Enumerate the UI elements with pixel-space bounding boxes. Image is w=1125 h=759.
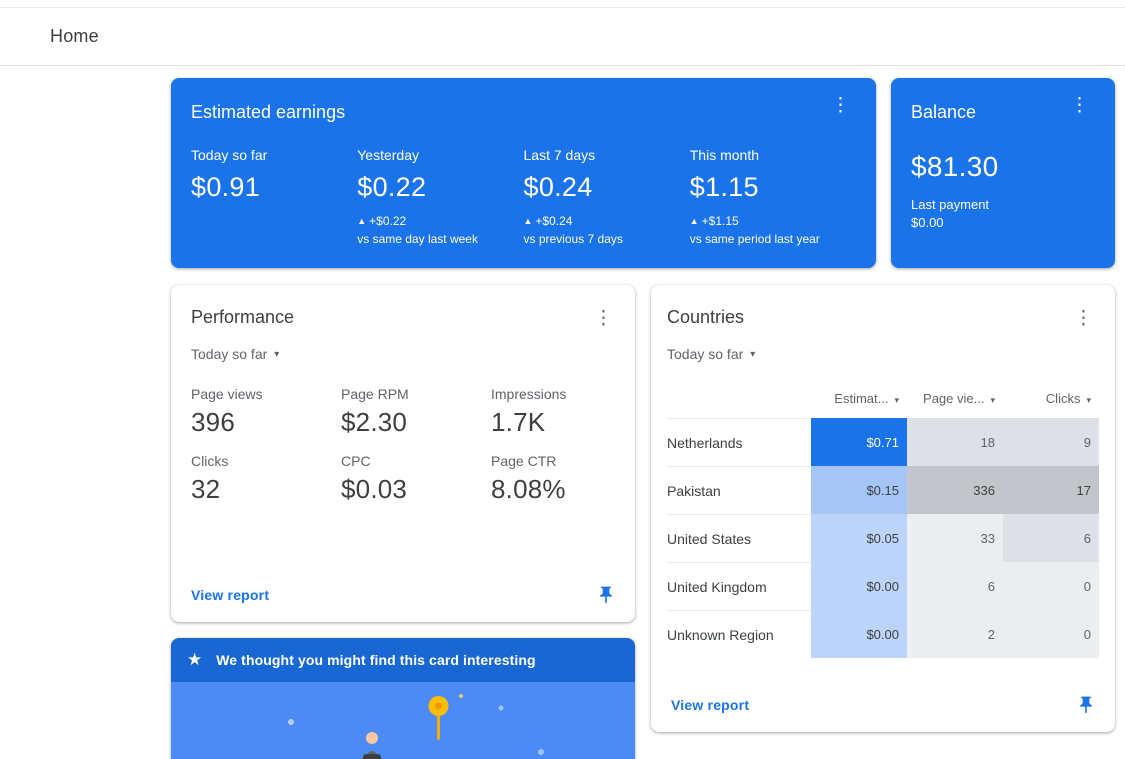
stat-value: $1.15: [689, 172, 759, 202]
page-views-cell: 6: [907, 562, 1003, 610]
column-header-clicks[interactable]: Clicks ▾: [1045, 390, 1091, 406]
stat-label: Last 7 days: [523, 147, 596, 163]
stat-value: $0.22: [357, 172, 427, 202]
countries-title: Countries: [667, 307, 745, 327]
person-illustration: [363, 732, 381, 759]
stat-delta: ▲ +$0.22: [357, 214, 407, 228]
performance-title: Performance: [191, 307, 295, 327]
page-title: Home: [50, 26, 99, 46]
main-content: Estimated earnings ⋮ Today so far $0.91 …: [0, 66, 1125, 759]
stat-label: This month: [689, 147, 759, 163]
sort-caret-icon: ▾: [990, 394, 995, 405]
balance-card: Balance ⋮ $81.30 Last payment $0.00: [891, 78, 1115, 268]
last-payment-value: $0.00: [911, 215, 944, 230]
estimated-earnings-cell: $0.00: [811, 610, 907, 658]
stat-this-month: This month $1.15 ▲ +$1.15 vs same period …: [690, 147, 856, 246]
estimated-earnings-title: Estimated earnings: [191, 102, 346, 122]
card-menu-icon[interactable]: ⋮: [1070, 95, 1089, 116]
countries-table: Estimat... ▾ Page vie... ▾ Clicks ▾ Netherl…: [667, 378, 1099, 658]
country-name: United States: [667, 514, 811, 562]
stat-delta: ▲ +$1.15: [689, 214, 739, 228]
star-icon: ★: [187, 650, 203, 669]
column-header-estimated-earnings[interactable]: Estimat... ▾: [834, 390, 899, 406]
view-report-link[interactable]: View report: [191, 587, 270, 603]
metric-page-rpm: Page RPM $2.30: [341, 386, 409, 437]
dropdown-caret-icon: ▾: [750, 348, 756, 360]
page-views-cell: 336: [907, 466, 1003, 514]
table-row: Unknown Region $0.00 2 0: [667, 610, 1099, 658]
stat-compare: vs previous 7 days: [523, 232, 623, 246]
clicks-cell: 17: [1003, 466, 1099, 514]
dot-decoration: [538, 749, 544, 755]
stat-value: $0.24: [523, 172, 593, 202]
table-row: Pakistan $0.15 336 17: [667, 466, 1099, 514]
estimated-earnings-cell: $0.05: [811, 514, 907, 562]
page-views-cell: 33: [907, 514, 1003, 562]
promo-illustration: [171, 682, 635, 759]
metric-page-ctr: Page CTR 8.08%: [491, 453, 566, 504]
clicks-cell: 0: [1003, 610, 1099, 658]
stat-value: $0.91: [191, 172, 261, 202]
estimated-earnings-card: Estimated earnings ⋮ Today so far $0.91 …: [171, 78, 876, 268]
increase-arrow-icon: ▲: [523, 216, 533, 226]
dot-decoration: [288, 719, 294, 725]
dropdown-caret-icon: ▾: [274, 348, 280, 360]
date-range-selector[interactable]: Today so far ▾: [667, 346, 756, 362]
column-header-page-views[interactable]: Page vie... ▾: [923, 390, 995, 406]
increase-arrow-icon: ▲: [689, 216, 699, 226]
clicks-cell: 6: [1003, 514, 1099, 562]
clicks-cell: 0: [1003, 562, 1099, 610]
estimated-earnings-cell: $0.00: [811, 562, 907, 610]
table-row: United Kingdom $0.00 6 0: [667, 562, 1099, 610]
date-range-selector[interactable]: Today so far ▾: [191, 346, 280, 362]
dot-decoration: [498, 705, 504, 711]
stat-delta: ▲ +$0.24: [523, 214, 573, 228]
pin-icon[interactable]: [595, 584, 617, 606]
sort-caret-icon: ▾: [1086, 394, 1091, 405]
topbar: Home: [0, 8, 1125, 66]
clicks-cell: 9: [1003, 418, 1099, 466]
card-menu-icon[interactable]: ⋮: [594, 308, 613, 329]
metric-clicks: Clicks 32: [191, 453, 229, 504]
stat-compare: vs same day last week: [357, 232, 478, 246]
metric-cpc: CPC $0.03: [341, 453, 408, 504]
estimated-earnings-cell: $0.71: [811, 418, 907, 466]
promo-title: We thought you might find this card inte…: [216, 652, 536, 668]
country-name: Pakistan: [667, 466, 811, 514]
card-menu-icon[interactable]: ⋮: [831, 95, 850, 116]
promo-card[interactable]: ★ We thought you might find this card in…: [171, 638, 635, 759]
pin-icon[interactable]: [1075, 694, 1097, 716]
table-row: United States $0.05 33 6: [667, 514, 1099, 562]
stat-label: Today so far: [191, 147, 268, 163]
metric-impressions: Impressions 1.7K: [491, 386, 567, 437]
balance-amount: $81.30: [911, 151, 999, 182]
increase-arrow-icon: ▲: [357, 216, 367, 226]
sort-caret-icon: ▾: [894, 394, 899, 405]
metric-page-views: Page views 396: [191, 386, 263, 437]
balance-title: Balance: [911, 102, 977, 122]
countries-card: Countries ⋮ Today so far ▾ Estimat... ▾ P…: [651, 285, 1115, 732]
last-payment-label: Last payment: [911, 197, 990, 212]
stat-today: Today so far $0.91: [191, 147, 357, 246]
page-views-cell: 2: [907, 610, 1003, 658]
promo-header: ★ We thought you might find this card in…: [171, 638, 635, 682]
stat-yesterday: Yesterday $0.22 ▲ +$0.22 vs same day last…: [357, 147, 523, 246]
country-name: United Kingdom: [667, 562, 811, 610]
estimated-earnings-cell: $0.15: [811, 466, 907, 514]
performance-card: Performance ⋮ Today so far ▾ Page views …: [171, 285, 635, 622]
page-views-cell: 18: [907, 418, 1003, 466]
country-name: Unknown Region: [667, 610, 811, 658]
stat-label: Yesterday: [357, 147, 419, 163]
location-pin-icon: [428, 696, 449, 740]
country-name: Netherlands: [667, 418, 811, 466]
view-report-link[interactable]: View report: [671, 697, 750, 713]
stat-last-7-days: Last 7 days $0.24 ▲ +$0.24 vs previous 7 …: [524, 147, 690, 246]
dot-decoration: [459, 694, 463, 698]
card-menu-icon[interactable]: ⋮: [1074, 308, 1093, 329]
top-divider: [0, 7, 1125, 8]
table-row: Netherlands $0.71 18 9: [667, 418, 1099, 466]
stat-compare: vs same period last year: [689, 232, 820, 246]
